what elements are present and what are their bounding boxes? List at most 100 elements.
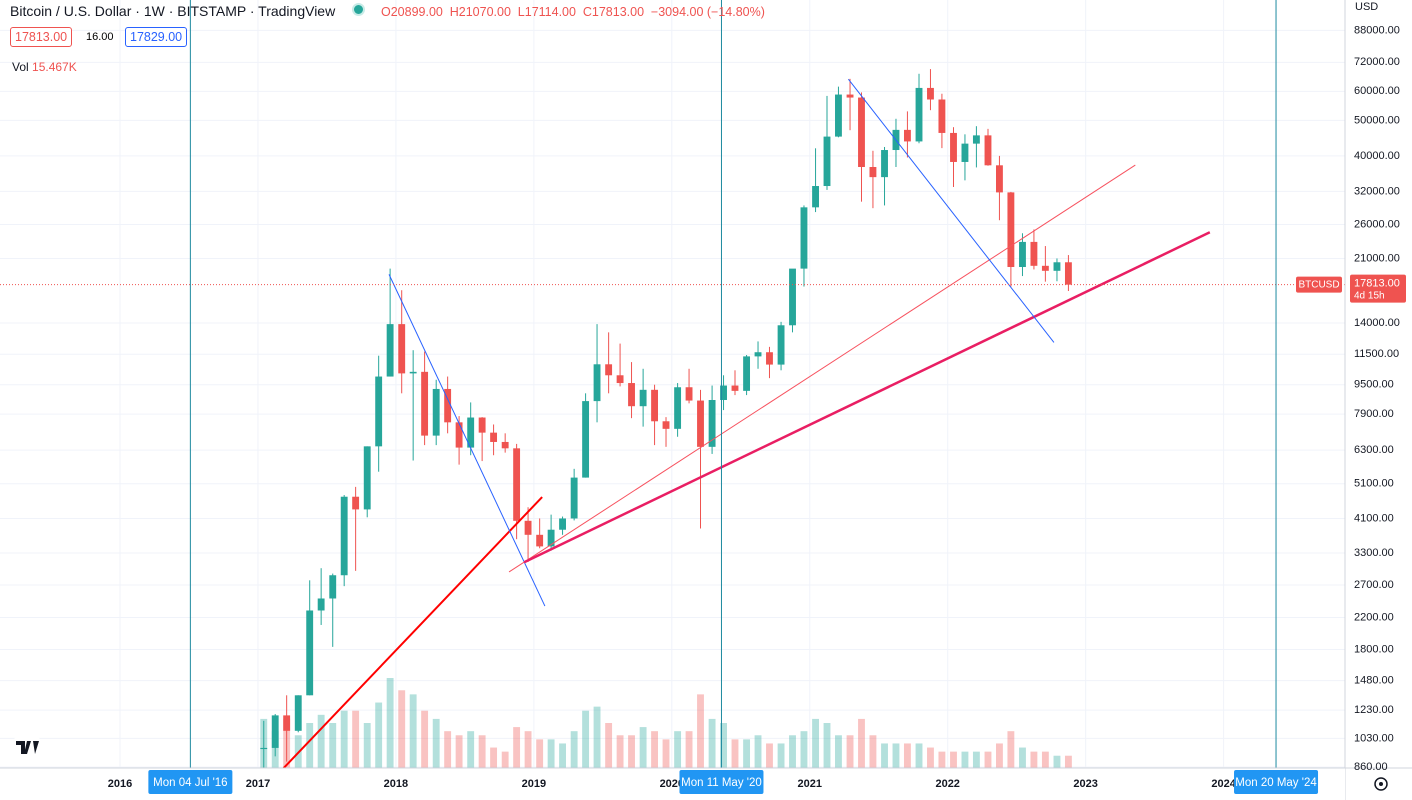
volume-bar: [317, 714, 325, 768]
candle-body: [708, 399, 716, 447]
candle-body: [1064, 262, 1072, 285]
candle-body: [915, 87, 923, 142]
settings-button[interactable]: [1374, 777, 1388, 791]
candle-body: [329, 575, 337, 599]
candle-body: [513, 448, 521, 521]
price-badge: [1350, 274, 1406, 303]
candle-body: [363, 446, 371, 510]
ohlc-close: C17813.00: [582, 5, 645, 19]
candle-body: [1041, 265, 1049, 271]
volume-bar: [432, 718, 440, 768]
sell-price[interactable]: 17813.00: [10, 27, 73, 47]
volume-bar: [674, 731, 682, 768]
candle-body: [524, 520, 532, 535]
volume-bar: [731, 739, 739, 768]
volume-bar: [409, 694, 417, 768]
y-tick-label: 32000.00: [1354, 185, 1400, 197]
volume-bar: [1007, 731, 1015, 768]
volume-legend: Vol 15.467K: [12, 60, 77, 74]
symbol-title: Bitcoin / U.S. Dollar · 1W · BITSTAMP · …: [10, 3, 336, 19]
volume-bar: [892, 743, 900, 768]
y-tick-label: 1800.00: [1354, 643, 1394, 655]
volume-bar: [1030, 751, 1038, 768]
volume-bar: [559, 743, 566, 768]
trendline: [847, 78, 1055, 343]
marker-date-badge: [1234, 770, 1319, 794]
volume-bar: [812, 718, 819, 768]
candle-body: [881, 150, 888, 178]
y-tick-label: 2700.00: [1354, 579, 1394, 591]
volume-bar: [961, 751, 969, 768]
volume-bar: [720, 723, 727, 768]
trendline: [508, 164, 1136, 573]
candle-body: [720, 385, 727, 400]
x-tick-label: 2018: [384, 778, 408, 790]
x-tick-label: 2022: [935, 778, 959, 790]
candle-body: [731, 385, 739, 391]
volume-bar: [398, 690, 406, 768]
candle-body: [467, 417, 475, 448]
volume-bar: [927, 747, 934, 768]
volume-bar: [363, 723, 371, 768]
volume-bar: [858, 718, 865, 768]
candle-body: [260, 747, 268, 750]
volume-bar: [1041, 751, 1049, 768]
candle-body: [1030, 241, 1038, 266]
y-tick-label: 14000.00: [1354, 317, 1400, 329]
y-tick-label: 1230.00: [1354, 704, 1394, 716]
buy-price[interactable]: 17829.00: [125, 27, 188, 47]
volume-bar: [467, 731, 475, 768]
candle-body: [409, 371, 417, 374]
volume-bar: [823, 723, 831, 768]
volume-bar: [628, 735, 635, 768]
y-tick-label: 72000.00: [1354, 56, 1400, 68]
candle-body: [421, 371, 429, 436]
volume-bar: [455, 735, 463, 768]
volume-value: 15.467K: [32, 60, 77, 74]
trendline: [523, 231, 1211, 564]
y-tick-label: 50000.00: [1354, 114, 1400, 126]
candle-body: [444, 388, 452, 423]
volume-bar: [616, 735, 624, 768]
volume-bar: [766, 743, 773, 768]
volume-bar: [789, 735, 796, 768]
volume-bar: [685, 731, 693, 768]
candle-body: [662, 421, 670, 429]
candle-body: [846, 94, 854, 98]
candle-body: [352, 496, 360, 510]
trendline: [282, 496, 543, 768]
candle-body: [697, 400, 704, 447]
x-tick-label: 2024: [1211, 778, 1236, 790]
volume-bar: [938, 751, 946, 768]
volume-bar: [524, 731, 532, 768]
volume-bar: [375, 702, 383, 768]
ohlc-open: O20899.00: [380, 5, 443, 19]
candle-body: [398, 324, 406, 374]
candle-body: [616, 375, 624, 384]
candle-body: [547, 529, 555, 547]
candle-body: [754, 352, 762, 357]
ohlc-low: L17114.00: [517, 5, 576, 19]
candle-body: [927, 87, 934, 100]
y-tick-label: 60000.00: [1354, 85, 1400, 97]
candle-body: [685, 387, 693, 401]
candle-body: [972, 135, 980, 144]
candle-body: [938, 99, 946, 133]
volume-bar: [915, 743, 923, 768]
x-tick-label: 2016: [108, 778, 132, 790]
y-tick-label: 2200.00: [1354, 611, 1394, 623]
tv-logo: [14, 737, 40, 757]
candle-body: [651, 389, 659, 422]
volume-bar: [329, 723, 337, 768]
y-tick-label: 40000.00: [1354, 150, 1400, 162]
y-tick-label: 21000.00: [1354, 252, 1400, 264]
symbol-badge-text: BTCUSD: [1298, 279, 1339, 290]
currency-label: USD: [1355, 1, 1378, 13]
symbol-badge: [1296, 276, 1342, 293]
chart-header: Bitcoin / U.S. Dollar · 1W · BITSTAMP · …: [10, 3, 768, 19]
candle-body: [283, 715, 291, 731]
candle-body: [455, 422, 463, 448]
y-tick-label: 3300.00: [1354, 547, 1394, 559]
candle-body: [674, 387, 682, 429]
